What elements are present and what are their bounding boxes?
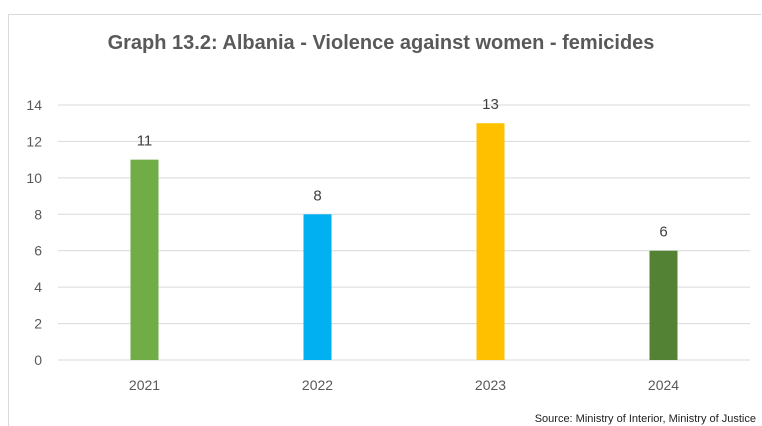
bar bbox=[476, 123, 505, 360]
y-tick-label: 6 bbox=[34, 243, 42, 259]
y-tick-label: 2 bbox=[34, 316, 42, 332]
x-tick-label: 2023 bbox=[475, 377, 506, 393]
data-label: 11 bbox=[137, 133, 153, 150]
y-tick-label: 14 bbox=[26, 97, 42, 113]
x-tick-label: 2022 bbox=[302, 377, 333, 393]
bar bbox=[303, 214, 332, 360]
data-label: 8 bbox=[313, 187, 321, 204]
chart-frame bbox=[8, 14, 761, 426]
y-tick-label: 4 bbox=[34, 279, 42, 295]
bar bbox=[130, 159, 159, 360]
y-tick-label: 12 bbox=[26, 133, 42, 149]
x-tick-label: 2024 bbox=[648, 377, 679, 393]
data-label: 13 bbox=[482, 96, 499, 113]
y-tick-label: 10 bbox=[26, 170, 42, 186]
x-tick-label: 2021 bbox=[129, 377, 160, 393]
y-tick-label: 8 bbox=[34, 206, 42, 222]
chart-title: Graph 13.2: Albania - Violence against w… bbox=[107, 32, 655, 54]
bar bbox=[649, 250, 678, 360]
y-tick-label: 0 bbox=[34, 352, 42, 368]
chart-source: Source: Ministry of Interior, Ministry o… bbox=[534, 413, 756, 425]
data-label: 6 bbox=[659, 224, 667, 241]
